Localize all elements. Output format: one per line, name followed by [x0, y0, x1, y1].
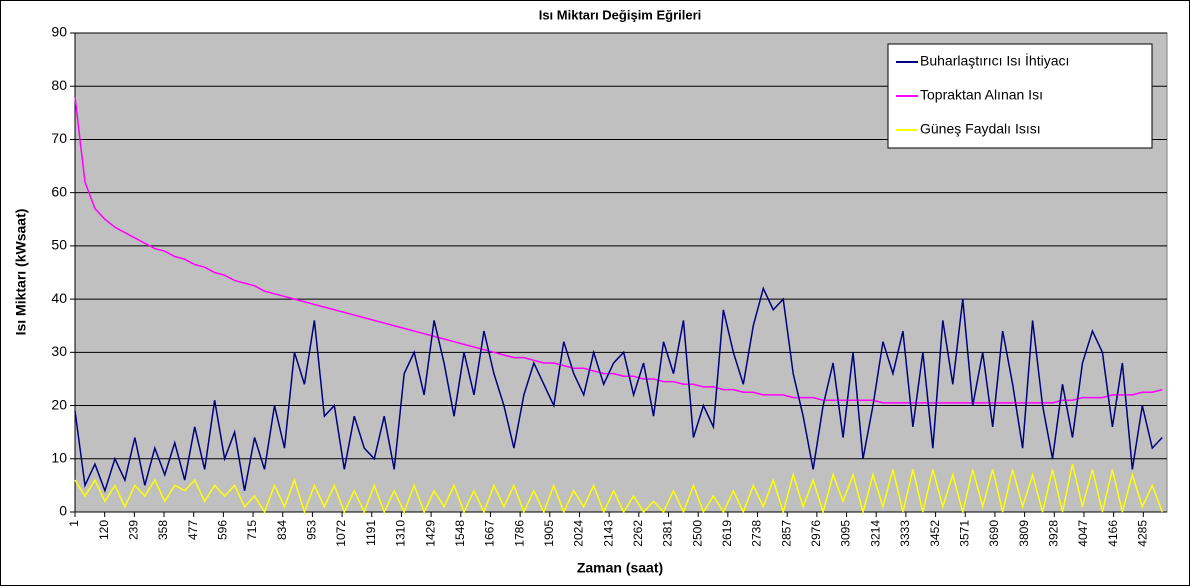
- x-tick-label: 2024: [572, 520, 586, 547]
- x-tick-label: 1072: [334, 520, 348, 547]
- legend-label: Buharlaştırıcı Isı İhtiyacı: [920, 52, 1069, 69]
- y-tick-label: 30: [51, 343, 67, 359]
- x-tick-label: 3571: [957, 520, 971, 547]
- y-tick-label: 40: [51, 290, 67, 306]
- series-line: [74, 96, 1163, 404]
- x-tick-label: 2262: [631, 520, 645, 547]
- x-tick-label: 3690: [987, 520, 1001, 547]
- x-tick-label: 358: [156, 520, 170, 540]
- y-tick-label: 0: [59, 503, 67, 519]
- x-tick-label: 3809: [1017, 520, 1031, 547]
- x-tick-label: 1: [67, 520, 81, 527]
- x-tick-label: 477: [186, 520, 200, 540]
- x-tick-label: 1310: [394, 520, 408, 547]
- x-tick-label: 2500: [690, 520, 704, 547]
- x-tick-label: 715: [245, 520, 259, 540]
- x-tick-label: 3928: [1046, 520, 1060, 547]
- x-tick-label: 2619: [720, 520, 734, 547]
- x-tick-label: 2857: [779, 520, 793, 547]
- y-tick-label: 70: [51, 130, 67, 146]
- y-tick-label: 20: [51, 396, 67, 412]
- x-tick-label: 2381: [661, 520, 675, 547]
- x-tick-label: 3095: [839, 520, 853, 547]
- y-tick-label: 50: [51, 237, 67, 253]
- x-tick-label: 834: [275, 520, 289, 540]
- x-tick-label: 1905: [542, 520, 556, 547]
- legend-label: Güneş Faydalı Isısı: [920, 121, 1041, 137]
- x-tick-label: 1429: [423, 520, 437, 547]
- x-axis-label: Zaman (saat): [577, 560, 663, 576]
- x-tick-label: 4285: [1135, 520, 1149, 547]
- series-line: [74, 286, 1163, 494]
- chart-title: Isı Miktarı Değişim Eğrileri: [539, 7, 702, 22]
- x-tick-label: 1667: [483, 520, 497, 547]
- x-tick-label: 3214: [868, 520, 882, 547]
- y-axis-label: Isı Miktarı (kWsaat): [13, 209, 29, 336]
- series-line: [74, 463, 1163, 515]
- x-tick-label: 953: [305, 520, 319, 540]
- y-tick-label: 90: [51, 24, 67, 40]
- x-tick-label: 4047: [1076, 520, 1090, 547]
- x-tick-label: 2143: [601, 520, 615, 547]
- x-tick-label: 120: [97, 520, 111, 540]
- y-tick-label: 80: [51, 77, 67, 93]
- x-tick-label: 1191: [364, 520, 378, 546]
- x-tick-label: 3452: [928, 520, 942, 547]
- x-tick-label: 1786: [512, 520, 526, 547]
- x-tick-label: 2976: [809, 520, 823, 547]
- y-tick-label: 10: [51, 449, 67, 465]
- x-tick-label: 1548: [453, 520, 467, 547]
- x-tick-label: 4166: [1106, 520, 1120, 547]
- x-tick-label: 2738: [750, 520, 764, 547]
- x-tick-label: 596: [216, 520, 230, 540]
- x-tick-label: 239: [127, 520, 141, 540]
- legend-box: [887, 43, 1153, 149]
- legend-label: Topraktan Alınan Isı: [920, 87, 1043, 103]
- x-tick-label: 3333: [898, 520, 912, 547]
- y-tick-label: 60: [51, 183, 67, 199]
